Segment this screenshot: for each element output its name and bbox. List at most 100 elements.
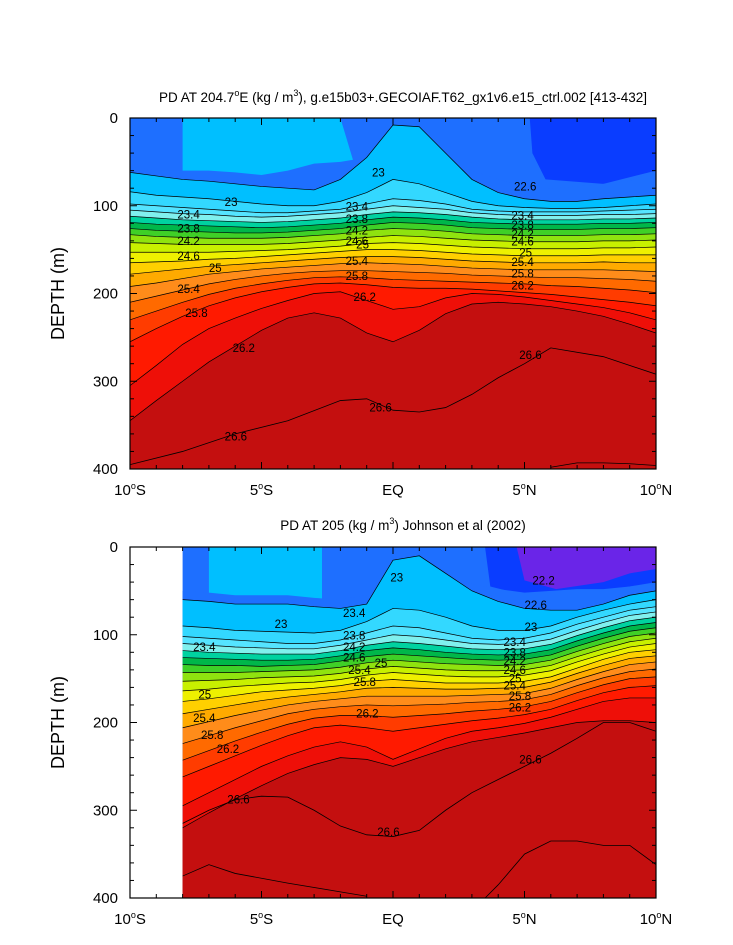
x-tick-label: 10oS (114, 481, 146, 499)
contour-line (130, 205, 656, 218)
surface-patch-1 (529, 118, 656, 184)
contour-line (130, 301, 656, 422)
fill-band-26 (182, 676, 656, 777)
contour-label: 26.6 (377, 827, 399, 839)
title-part: ) Johnson et al (2002) (394, 518, 525, 533)
contour-label: 26.2 (511, 281, 533, 293)
x-tick-hemisphere: S (263, 482, 273, 499)
y-tick-label: 200 (93, 715, 118, 732)
x-tick-label: 5oN (512, 910, 536, 928)
x-tick-number: 10 (114, 911, 131, 928)
x-tick-number: 5 (250, 911, 258, 928)
degree-mark: o (131, 910, 136, 920)
chart-title: PD AT 205 (kg / m3) Johnson et al (2002) (280, 516, 525, 533)
chart-title: PD AT 204.7oE (kg / m3), g.e15b03+.GECOI… (159, 88, 647, 105)
x-tick-label: 10oN (640, 481, 673, 499)
contour-label: 25 (209, 263, 222, 275)
contour-line (130, 222, 656, 234)
contour-line (130, 211, 656, 223)
contour-line (130, 179, 656, 209)
x-tick-hemisphere: S (136, 482, 146, 499)
fill-band-24.4 (130, 222, 656, 239)
fill-band-26.2 (130, 282, 656, 386)
fill-band-23.8 (130, 205, 656, 223)
contour-label: 23 (225, 197, 238, 209)
contour-label: 24.6 (346, 236, 368, 248)
contour-label: 24.6 (503, 665, 525, 677)
y-tick-label: 300 (93, 802, 118, 819)
contour-label: 26.2 (233, 343, 255, 355)
y-axis-label: DEPTH (m) (48, 247, 68, 340)
contour-line (130, 256, 656, 275)
contour-label: 25 (375, 658, 388, 670)
contour-line (182, 676, 656, 761)
fill-band-25.4 (130, 256, 656, 287)
surface-patch-2 (516, 547, 656, 590)
x-tick-number: 5 (250, 482, 258, 499)
x-tick-hemisphere: N (526, 911, 537, 928)
contour-line (182, 643, 656, 692)
contour-label: 23.8 (503, 647, 525, 659)
contour-label: 25 (519, 247, 532, 259)
deep-band (182, 720, 656, 898)
contour-line (182, 611, 656, 650)
degree-mark: o (656, 910, 661, 920)
contour-label: 23 (275, 619, 288, 631)
degree-mark: o (521, 481, 526, 491)
x-tick-label: 5oS (250, 481, 273, 499)
contour-label: 24.2 (343, 642, 365, 654)
fill-band-26.2 (182, 685, 656, 806)
y-tick-label: 300 (93, 373, 118, 390)
y-tick-label: 100 (93, 627, 118, 644)
fill-band-24.6 (182, 632, 656, 682)
contour-label: 25.4 (346, 256, 369, 268)
contour-label: 26.6 (227, 795, 249, 807)
contour-label: 23.8 (346, 214, 368, 226)
x-tick-number: EQ (382, 911, 404, 928)
contour-label: 23 (390, 573, 403, 585)
contour-label: 24.2 (511, 229, 533, 241)
contour-line (130, 270, 656, 303)
contour-line-extra (182, 864, 367, 897)
contour-label: 25.4 (503, 681, 526, 693)
contour-label: 26.2 (354, 292, 376, 304)
contour-line (182, 555, 656, 611)
contour-label: 23.4 (346, 202, 369, 214)
fill-band-24.2 (182, 622, 656, 667)
x-tick-number: 5 (512, 482, 520, 499)
contour-label: 24.6 (343, 653, 365, 665)
x-tick-label: EQ (382, 911, 404, 928)
contour-line (130, 235, 656, 245)
contour-label: 26.6 (519, 754, 541, 766)
contour-label: 25.8 (511, 268, 533, 280)
y-tick-label: 0 (110, 110, 118, 127)
contour-label: 24.2 (346, 225, 368, 237)
contour-label: 26.6 (519, 350, 541, 362)
title-degree: o (234, 88, 239, 98)
contour-line (182, 622, 656, 661)
contour-line (130, 216, 656, 229)
contour-label: 24.6 (511, 237, 533, 249)
y-tick-label: 400 (93, 890, 118, 907)
fill-band-24 (130, 211, 656, 228)
fill-band-26.4 (130, 291, 656, 421)
contour-line (130, 282, 656, 343)
title-part: ), g.e15b03+.GECOIAF.T62_gx1v6.e15_ctrl.… (298, 90, 647, 105)
title-part: E (kg / m (239, 90, 293, 105)
contour-line (182, 637, 656, 682)
contour-label: 23.8 (511, 220, 533, 232)
contour-line (182, 606, 656, 644)
contour-line (182, 632, 656, 673)
contour-line (130, 291, 656, 386)
contour-label: 23 (372, 167, 385, 179)
contour-label: 25 (356, 239, 369, 251)
contour-line (130, 124, 656, 202)
degree-mark: o (656, 481, 661, 491)
degree-mark: o (258, 481, 263, 491)
contour-label: 25.8 (346, 271, 368, 283)
title-part: PD AT 204.7 (159, 90, 234, 105)
contour-label: 26.6 (369, 403, 391, 415)
contour-line-extra (130, 347, 656, 466)
contour-line (182, 697, 656, 807)
y-axis-label: DEPTH (m) (48, 676, 68, 769)
